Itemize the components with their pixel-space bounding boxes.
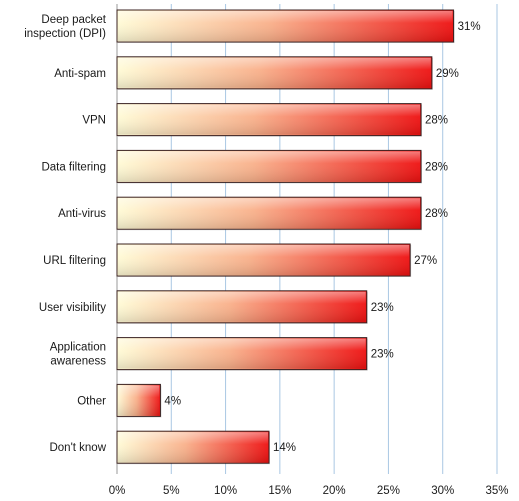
value-label: 4% — [164, 395, 181, 407]
category-label: VPN — [82, 115, 106, 127]
value-label: 14% — [273, 442, 296, 454]
x-tick-label: 0% — [109, 485, 126, 497]
x-tick-label: 10% — [214, 485, 237, 497]
category-label: Data filtering — [41, 161, 106, 173]
bar-highlight — [118, 11, 453, 41]
bar-highlight — [118, 432, 268, 463]
bar-highlight — [118, 338, 366, 369]
category-label: URL filtering — [43, 255, 106, 267]
bar-highlight — [118, 291, 366, 322]
category-labels: Deep packet inspection (DPI) Anti-spam VPN D… — [24, 14, 107, 454]
value-label: 27% — [414, 255, 437, 267]
x-tick-label: 5% — [163, 485, 180, 497]
value-labels: 31% 29% 28% 28% 28% 27% 23% 23% 4% 14% — [164, 21, 480, 454]
category-label: Application awareness — [50, 342, 107, 368]
bar-highlight — [118, 385, 160, 416]
value-label: 28% — [425, 161, 448, 173]
x-tick-label: 35% — [485, 485, 508, 497]
x-tick-label: 15% — [268, 485, 291, 497]
bar-highlight — [118, 151, 420, 182]
value-label: 28% — [425, 115, 448, 127]
x-axis-ticks: 0% 5% 10% 15% 20% 25% 30% 35% — [109, 485, 509, 497]
category-label: Other — [77, 395, 106, 407]
category-label: User visibility — [39, 302, 106, 314]
value-label: 29% — [436, 68, 459, 80]
bar-highlight — [118, 104, 420, 135]
x-tick-label: 25% — [377, 485, 400, 497]
value-label: 31% — [458, 21, 481, 33]
category-label: Anti-spam — [54, 68, 106, 80]
category-label: Don't know — [49, 442, 106, 454]
bar-highlight — [118, 57, 431, 88]
x-tick-label: 30% — [431, 485, 454, 497]
category-label: Deep packet inspection (DPI) — [24, 14, 107, 40]
value-label: 28% — [425, 208, 448, 220]
bar-highlight — [118, 198, 420, 229]
category-label: Anti-virus — [58, 208, 106, 220]
bars — [116, 9, 455, 465]
bar-highlight — [118, 245, 410, 275]
value-label: 23% — [371, 349, 394, 361]
value-label: 23% — [371, 302, 394, 314]
x-tick-label: 20% — [323, 485, 346, 497]
